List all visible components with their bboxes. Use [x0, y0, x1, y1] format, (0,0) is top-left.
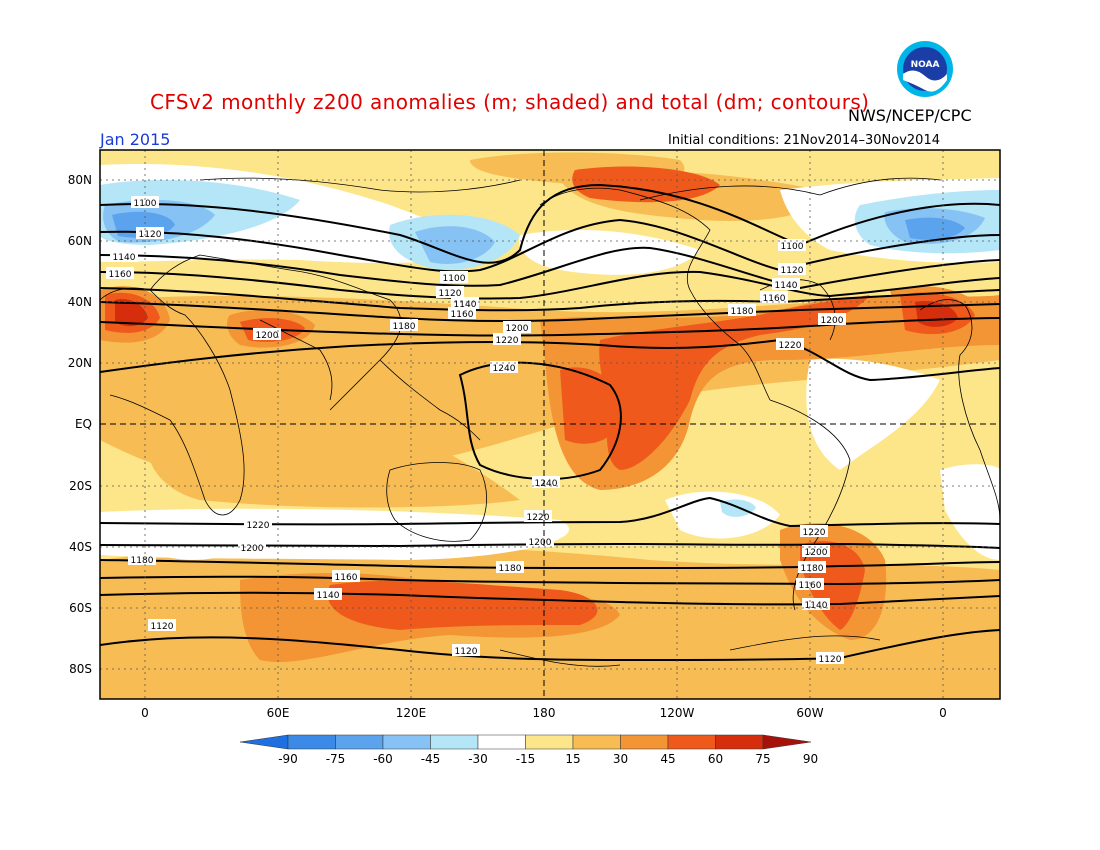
svg-text:1200: 1200	[241, 544, 264, 554]
colorbar-segment	[762, 734, 812, 750]
svg-text:60S: 60S	[69, 601, 92, 615]
svg-text:0: 0	[141, 706, 149, 720]
svg-text:EQ: EQ	[75, 417, 92, 431]
forecast-month: Jan 2015	[100, 130, 171, 149]
colorbar-segment	[335, 734, 384, 750]
svg-text:1160: 1160	[335, 573, 358, 583]
svg-text:1120: 1120	[151, 622, 174, 632]
colorbar-tick-label: 60	[708, 752, 723, 766]
svg-text:1180: 1180	[393, 322, 416, 332]
svg-text:1180: 1180	[499, 564, 522, 574]
svg-text:NOAA: NOAA	[911, 60, 940, 70]
colorbar-tick-label: -45	[421, 752, 441, 766]
gridlines	[100, 150, 1000, 699]
svg-text:1240: 1240	[535, 479, 558, 489]
svg-text:1140: 1140	[805, 601, 828, 611]
coastlines	[100, 177, 1000, 667]
svg-text:1220: 1220	[527, 513, 550, 523]
svg-text:1200: 1200	[805, 548, 828, 558]
svg-text:1160: 1160	[451, 310, 474, 320]
svg-text:180: 180	[533, 706, 556, 720]
svg-text:1160: 1160	[109, 270, 132, 280]
svg-text:20S: 20S	[69, 479, 92, 493]
colorbar-segment	[430, 734, 479, 750]
colorbar-tick-label: -75	[326, 752, 346, 766]
colorbar-tick-label: 75	[755, 752, 770, 766]
colorbar-segment	[525, 734, 574, 750]
contour-labels: 1100 1120 1140 1160 1100 1120 1140 1160 …	[106, 196, 846, 665]
svg-text:60N: 60N	[68, 234, 92, 248]
colorbar: -90 -75 -60 -45 -30 -15 15 30 45 60 75 90	[239, 734, 818, 766]
colorbar-segment	[572, 734, 621, 750]
svg-text:1240: 1240	[493, 364, 516, 374]
colorbar-tick-label: -30	[468, 752, 488, 766]
svg-text:1180: 1180	[801, 564, 824, 574]
colorbar-segment	[715, 734, 764, 750]
svg-text:1220: 1220	[803, 528, 826, 538]
svg-text:1220: 1220	[247, 521, 270, 531]
initial-conditions: Initial conditions: 21Nov2014–30Nov2014	[668, 133, 940, 148]
svg-text:1200: 1200	[821, 316, 844, 326]
svg-text:0: 0	[939, 706, 947, 720]
svg-text:1100: 1100	[443, 274, 466, 284]
equator-dateline	[100, 150, 1000, 699]
svg-text:40S: 40S	[69, 540, 92, 554]
svg-text:120E: 120E	[396, 706, 427, 720]
colorbar-tick-label: -15	[516, 752, 536, 766]
longitude-labels: 0 60E 120E 180 120W 60W 0	[141, 706, 947, 720]
svg-text:1100: 1100	[781, 242, 804, 252]
latitude-labels: 80N 60N 40N 20N EQ 20S 40S 60S 80S	[68, 173, 92, 676]
agency-label: NWS/NCEP/CPC	[848, 106, 972, 125]
colorbar-segment	[382, 734, 431, 750]
svg-text:60E: 60E	[267, 706, 290, 720]
noaa-logo-icon: NOAA	[897, 41, 953, 97]
colorbar-segment	[620, 734, 669, 750]
svg-text:1180: 1180	[131, 556, 154, 566]
svg-text:1200: 1200	[529, 538, 552, 548]
colorbar-tick-label: -90	[278, 752, 298, 766]
svg-text:1140: 1140	[775, 281, 798, 291]
svg-text:1140: 1140	[454, 300, 477, 310]
map-frame	[99, 149, 1001, 700]
colorbar-segment	[287, 734, 336, 750]
colorbar-segment	[477, 734, 526, 750]
svg-text:1140: 1140	[317, 591, 340, 601]
svg-text:1220: 1220	[496, 336, 519, 346]
svg-text:1220: 1220	[779, 341, 802, 351]
colorbar-segment	[239, 734, 289, 750]
svg-text:120W: 120W	[660, 706, 695, 720]
svg-text:1200: 1200	[506, 324, 529, 334]
svg-text:40N: 40N	[68, 295, 92, 309]
svg-text:20N: 20N	[68, 356, 92, 370]
colorbar-segment	[667, 734, 716, 750]
svg-text:1100: 1100	[134, 199, 157, 209]
svg-text:1140: 1140	[113, 253, 136, 263]
svg-text:80N: 80N	[68, 173, 92, 187]
colorbar-tick-label: 45	[660, 752, 675, 766]
svg-text:80S: 80S	[69, 662, 92, 676]
colorbar-tick-label: -60	[373, 752, 393, 766]
anomaly-shading	[100, 150, 1000, 699]
chart-title: CFSv2 monthly z200 anomalies (m; shaded)…	[150, 90, 870, 114]
svg-text:1180: 1180	[731, 307, 754, 317]
colorbar-tick-label: 30	[613, 752, 628, 766]
svg-text:1120: 1120	[439, 289, 462, 299]
svg-text:1160: 1160	[799, 581, 822, 591]
colorbar-tick-label: 15	[565, 752, 580, 766]
total-contours	[100, 183, 1000, 662]
svg-text:1120: 1120	[455, 647, 478, 657]
svg-text:1200: 1200	[256, 331, 279, 341]
svg-text:60W: 60W	[796, 706, 823, 720]
colorbar-tick-label: 90	[803, 752, 818, 766]
svg-text:1160: 1160	[763, 294, 786, 304]
svg-text:1120: 1120	[139, 230, 162, 240]
svg-text:1120: 1120	[781, 266, 804, 276]
svg-text:1120: 1120	[819, 655, 842, 665]
